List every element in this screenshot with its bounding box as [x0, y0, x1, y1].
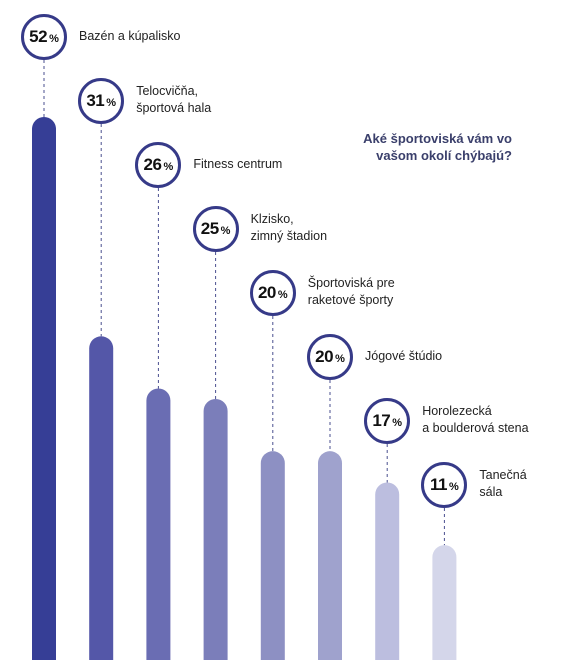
category-label-line: raketové športy [307, 293, 394, 307]
percent-sign: % [163, 160, 174, 173]
value-label: 20 [257, 283, 276, 302]
value-label: 11 [430, 475, 447, 494]
percent-sign: % [335, 352, 345, 365]
bar [89, 336, 114, 660]
bar [318, 451, 342, 660]
category-label: Tanečná sála [479, 467, 526, 501]
category-label: Fitness centrum [193, 156, 282, 173]
bar [432, 545, 457, 660]
bar [375, 482, 400, 660]
category-label: Jógové štúdio [365, 348, 442, 365]
category-label: Telocvičňa, športová hala [136, 83, 211, 117]
value-bubble: 20% [307, 334, 353, 380]
bar [203, 398, 228, 660]
category-label-line: Tanečná [479, 468, 527, 482]
category-label: Klzisko, zimný štadion [251, 211, 327, 245]
category-label-line: Bazén a kúpalisko [79, 28, 181, 43]
category-label: Športoviská pre raketové športy [308, 275, 395, 309]
percent-sign: % [49, 32, 59, 45]
value-bubble: 26% [135, 142, 182, 188]
question-line: vašom okolí chýbajú? [376, 148, 512, 163]
category-label-line: Fitness centrum [193, 156, 283, 171]
category-label: Horolezecká a boulderová stena [422, 403, 528, 437]
category-label-line: zimný štadion [250, 229, 328, 243]
question-line: Aké športoviská vám vo [363, 131, 512, 146]
category-label-line: Telocvičňa, [136, 84, 199, 98]
category-label-line: Športoviská pre [307, 276, 395, 290]
value-label: 17 [372, 411, 391, 430]
value-label: 52 [29, 27, 48, 46]
percent-sign: % [448, 480, 459, 493]
value-label: 31 [86, 91, 105, 110]
percent-sign: % [277, 288, 288, 301]
value-bubble: 11% [421, 462, 468, 508]
value-bubble: 52% [21, 14, 67, 60]
percent-sign: % [220, 224, 231, 237]
bar [146, 388, 171, 660]
category-label-line: športová hala [136, 101, 212, 115]
value-label: 26 [143, 155, 162, 174]
value-bubble: 17% [364, 398, 411, 444]
category-label: Bazén a kúpalisko [79, 28, 180, 45]
category-label-line: a boulderová stena [422, 421, 529, 435]
value-label: 25 [200, 219, 219, 238]
category-label-line: Klzisko, [250, 212, 294, 226]
bar [260, 451, 285, 660]
percent-sign: % [106, 96, 117, 109]
chart-question: Aké športoviská vám vo vašom okolí chýba… [312, 130, 512, 164]
category-label-line: Jógové štúdio [365, 348, 443, 363]
bar [32, 117, 56, 660]
value-bubble: 25% [192, 206, 239, 252]
percent-sign: % [392, 416, 403, 429]
value-label: 20 [315, 347, 334, 366]
value-bubble: 31% [78, 78, 125, 124]
category-label-line: sála [479, 485, 503, 499]
value-bubble: 20% [249, 270, 296, 316]
category-label-line: Horolezecká [422, 404, 492, 418]
